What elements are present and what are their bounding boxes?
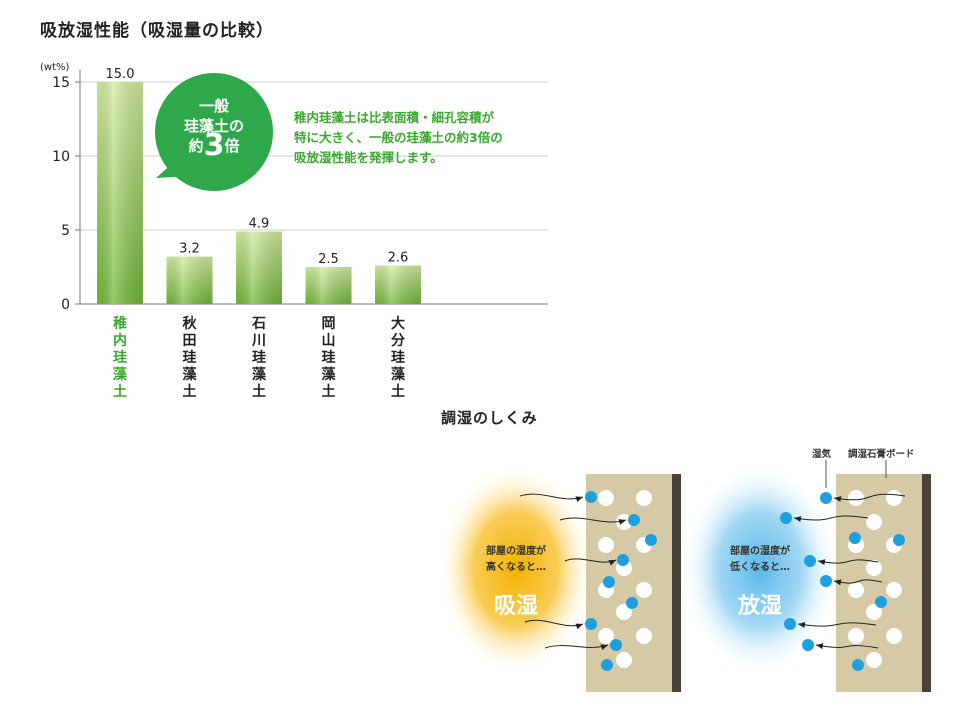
pore: [886, 582, 902, 598]
bar-value-label: 15.0: [106, 67, 135, 82]
moisture-dot: [626, 597, 638, 609]
board-back: [672, 474, 681, 692]
callout-line2: 珪藻土の: [183, 117, 244, 135]
callout-text: 一般 珪藻土の 約3倍: [160, 96, 268, 163]
bar-shade: [97, 82, 143, 304]
moisture-dot: [804, 555, 816, 567]
moisture-arrow: [519, 493, 584, 503]
callout-line1: 一般: [198, 97, 229, 115]
y-tick-label: 5: [61, 223, 70, 239]
moisture-arrow: [833, 579, 883, 586]
category-label: 大分珪藻土: [391, 316, 405, 400]
absorb-board: [586, 474, 681, 692]
moisture-dot: [875, 596, 887, 608]
absorb-condition: 部屋の湿度が 高くなると…: [486, 546, 546, 573]
bar-value-label: 4.9: [249, 216, 270, 231]
callout-line3: 約3倍: [188, 128, 240, 163]
bar-shade: [375, 265, 421, 304]
moisture-dot: [893, 534, 905, 546]
category-label: 石川珪藻土: [252, 316, 266, 400]
chart-note: 稚内珪藻土は比表面積・細孔容積が 特に大きく、一般の珪藻土の約3倍の 吸放湿性能…: [294, 108, 564, 168]
mechanism-title: 調湿のしくみ: [441, 409, 538, 427]
moisture-dot: [820, 575, 832, 587]
y-tick-label: 10: [52, 149, 70, 165]
callout-circle: [155, 73, 273, 191]
board-legend-label: 調湿石膏ボード: [848, 449, 915, 460]
moisture-dot: [603, 576, 615, 588]
moisture-dot: [780, 512, 792, 524]
humidity-diagram: [440, 460, 931, 692]
moisture-arrow: [833, 493, 906, 503]
pore: [598, 628, 614, 644]
y-tick-label: 15: [52, 75, 70, 91]
category-label: 岡山珪藻土: [321, 316, 336, 400]
pore: [848, 582, 864, 598]
moisture-arrow: [564, 558, 617, 566]
bar-shade: [305, 267, 352, 304]
moisture-dot: [617, 554, 629, 566]
moisture-arrow: [793, 515, 869, 522]
moisture-dot: [585, 618, 597, 630]
bar-value-label: 3.2: [179, 242, 200, 257]
y-tick-label: 0: [61, 297, 70, 313]
moisture-arrow: [544, 644, 609, 651]
pore: [636, 628, 652, 644]
callout-multiplier: 3: [203, 128, 225, 163]
moisture-dot: [601, 659, 613, 671]
pore: [866, 514, 882, 530]
pore: [598, 537, 614, 553]
pore: [866, 604, 882, 620]
moisture-arrows: [519, 493, 906, 651]
moisture-dots: [585, 491, 905, 671]
category-label: 秋田珪藻土: [182, 316, 197, 400]
moisture-dot: [610, 639, 622, 651]
moisture-dot: [645, 534, 657, 546]
pore: [636, 490, 652, 506]
pore: [616, 652, 632, 668]
note-line3: 吸放湿性能を発揮します。: [294, 150, 443, 165]
chart-axes: (wt%) 0 5 10 15: [40, 62, 548, 313]
release-label: 放湿: [737, 594, 782, 619]
moisture-dot: [820, 492, 832, 504]
pore: [886, 490, 902, 506]
pore: [636, 582, 652, 598]
moisture-arrow: [817, 559, 879, 566]
pore: [598, 490, 614, 506]
callout-bubble: [155, 73, 273, 191]
board-back: [922, 474, 931, 692]
pore: [866, 560, 882, 576]
bar-value-label: 2.6: [388, 251, 409, 266]
moisture-arrow: [815, 643, 879, 650]
moisture-dot: [852, 659, 864, 671]
page-title: 吸放湿性能（吸湿量の比較）: [40, 21, 274, 41]
moisture-dot: [784, 618, 796, 630]
moisture-arrow: [524, 619, 584, 630]
absorb-label: 吸湿: [493, 594, 538, 619]
pore: [616, 604, 632, 620]
moisture-arrow: [559, 517, 627, 525]
bar-shade: [166, 256, 213, 304]
moisture-legend-label: 湿気: [812, 449, 832, 460]
moisture-dot: [628, 514, 640, 526]
release-condition: 部屋の湿度が 低くなると…: [730, 546, 790, 573]
chart-bars: 15.0 3.2 4.9 2.5 2.6: [97, 67, 421, 304]
moisture-dot: [802, 639, 814, 651]
bar-value-label: 2.5: [318, 252, 339, 267]
moisture-dot: [585, 491, 597, 503]
note-line2: 特に大きく、一般の珪藻土の約3倍の: [294, 130, 503, 145]
pore: [866, 652, 882, 668]
category-label: 稚内珪藻土: [113, 316, 127, 400]
pore: [848, 490, 864, 506]
y-unit-label: (wt%): [40, 62, 70, 73]
moisture-arrow: [797, 622, 877, 628]
moisture-dot: [849, 532, 861, 544]
absorb-glow: [440, 467, 592, 671]
bar-shade: [236, 231, 282, 304]
pore: [848, 628, 864, 644]
pore: [886, 628, 902, 644]
note-line1: 稚内珪藻土は比表面積・細孔容積が: [294, 110, 495, 125]
